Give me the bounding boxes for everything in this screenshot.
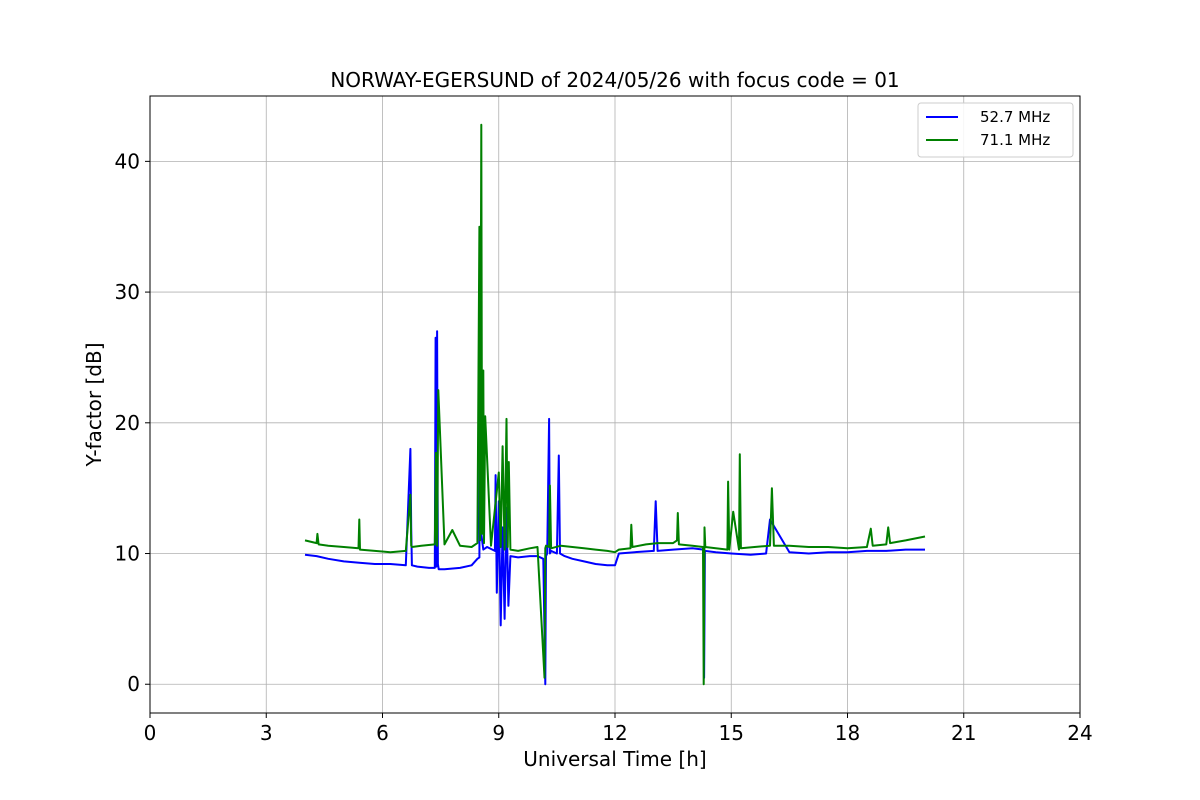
y-tick-label: 10	[115, 542, 140, 566]
x-tick-label: 18	[835, 721, 860, 745]
x-tick-label: 9	[492, 721, 505, 745]
legend-label: 71.1 MHz	[980, 131, 1050, 149]
chart-title: NORWAY-EGERSUND of 2024/05/26 with focus…	[330, 68, 899, 92]
x-tick-label: 3	[260, 721, 273, 745]
x-tick-label: 12	[602, 721, 627, 745]
x-axis-label: Universal Time [h]	[523, 747, 706, 771]
y-tick-label: 0	[127, 672, 140, 696]
x-tick-label: 0	[144, 721, 157, 745]
x-tick-label: 24	[1067, 721, 1092, 745]
plot-lines	[304, 123, 926, 686]
legend-label: 52.7 MHz	[980, 108, 1050, 126]
legend: 52.7 MHz 71.1 MHz	[917, 102, 1074, 158]
axis-ticks: 0 3 6 9 12 15 18 21 24 0 10 20 30 40	[115, 149, 1093, 745]
y-tick-label: 20	[115, 411, 140, 435]
y-tick-label: 40	[115, 149, 140, 173]
x-tick-label: 6	[376, 721, 389, 745]
y-axis-label: Y-factor [dB]	[82, 342, 106, 467]
series-line-2	[304, 123, 926, 686]
x-tick-label: 15	[719, 721, 744, 745]
y-tick-label: 30	[115, 280, 140, 304]
x-tick-label: 21	[951, 721, 976, 745]
